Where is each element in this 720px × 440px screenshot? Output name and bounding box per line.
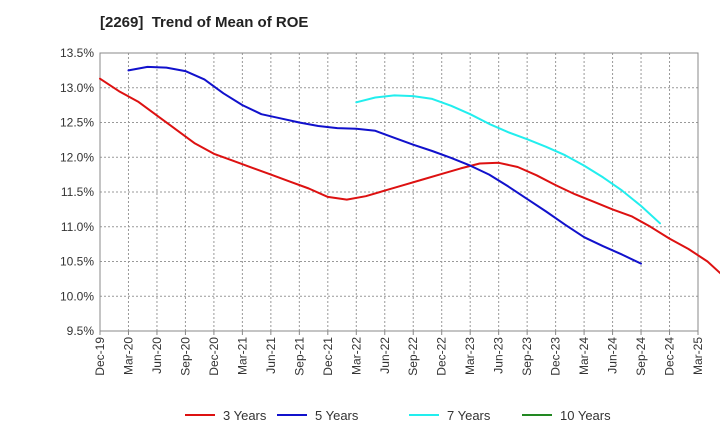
x-tick-label: Dec-19 bbox=[93, 337, 107, 376]
legend-label: 7 Years bbox=[447, 408, 491, 423]
x-tick-label: Mar-25 bbox=[691, 337, 705, 375]
plot-frame bbox=[99, 52, 699, 332]
x-tick-label: Sep-22 bbox=[406, 337, 420, 376]
x-tick-label: Dec-22 bbox=[435, 337, 449, 376]
series-line-5-years bbox=[127, 65, 642, 265]
y-tick-label: 10.5% bbox=[60, 255, 94, 269]
x-tick-label: Jun-21 bbox=[264, 337, 278, 374]
legend-label: 10 Years bbox=[560, 408, 611, 423]
x-tick-label: Dec-24 bbox=[663, 337, 677, 376]
x-tick-label: Dec-21 bbox=[321, 337, 335, 376]
y-tick-label: 13.0% bbox=[60, 81, 94, 95]
x-tick-label: Jun-24 bbox=[606, 337, 620, 374]
x-tick-label: Mar-24 bbox=[577, 337, 591, 375]
x-tick-label: Mar-21 bbox=[235, 337, 249, 375]
series-layer bbox=[99, 65, 720, 275]
x-tick-label: Sep-23 bbox=[520, 337, 534, 376]
x-tick-label: Mar-23 bbox=[463, 337, 477, 375]
legend-label: 5 Years bbox=[315, 408, 359, 423]
legend-label: 3 Years bbox=[223, 408, 267, 423]
x-tick-label: Jun-22 bbox=[378, 337, 392, 374]
x-tick-label: Sep-21 bbox=[292, 337, 306, 376]
y-tick-label: 12.5% bbox=[60, 116, 94, 130]
tick-layer: 9.5% 10.0% 10.5% 11.0% 11.5% 12.0% 12.5% 13.0% 1… bbox=[60, 46, 705, 376]
y-tick-label: 13.5% bbox=[60, 46, 94, 60]
legend-layer: 3 Years 5 Years 7 Years 10 Years bbox=[185, 408, 611, 423]
x-tick-label: Dec-23 bbox=[549, 337, 563, 376]
x-tick-label: Jun-20 bbox=[150, 337, 164, 374]
y-tick-label: 10.0% bbox=[60, 289, 94, 303]
series-line-3-years bbox=[99, 77, 720, 275]
y-tick-label: 9.5% bbox=[67, 324, 95, 338]
y-tick-label: 11.0% bbox=[61, 220, 94, 234]
x-tick-label: Dec-20 bbox=[207, 337, 221, 376]
x-tick-label: Mar-22 bbox=[349, 337, 363, 375]
x-tick-label: Sep-20 bbox=[178, 337, 192, 376]
chart-title: [2269] Trend of Mean of ROE bbox=[100, 14, 309, 31]
x-tick-label: Jun-23 bbox=[492, 337, 506, 374]
y-tick-label: 11.5% bbox=[61, 185, 94, 199]
x-tick-label: Mar-20 bbox=[121, 337, 135, 375]
series-line-7-years bbox=[355, 94, 661, 225]
x-tick-label: Sep-24 bbox=[634, 337, 648, 376]
y-tick-label: 12.0% bbox=[60, 150, 94, 164]
